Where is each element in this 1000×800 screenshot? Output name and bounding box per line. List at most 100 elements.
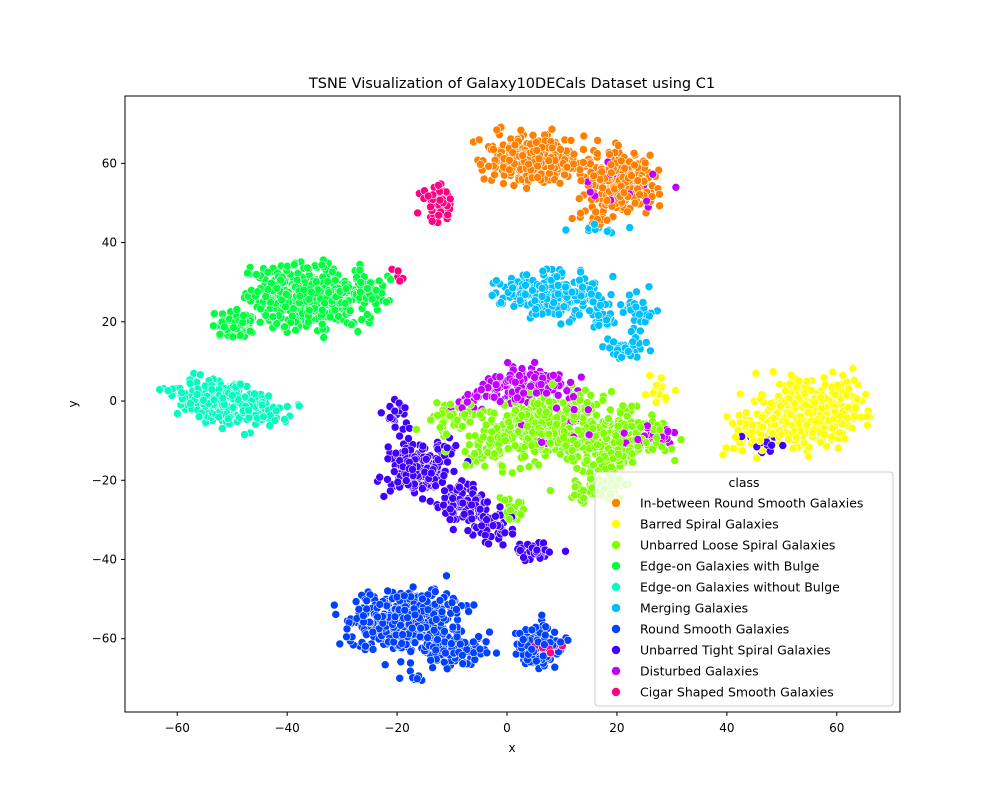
scatter-point — [515, 371, 524, 380]
scatter-point — [495, 372, 505, 382]
y-tick-label: 20 — [102, 315, 117, 329]
scatter-point — [325, 312, 335, 322]
chart-title: TSNE Visualization of Galaxy10DECals Dat… — [308, 76, 715, 92]
scatter-point — [833, 380, 842, 390]
legend-label: Cigar Shaped Smooth Galaxies — [640, 685, 834, 700]
scatter-point — [392, 592, 402, 602]
scatter-point — [851, 403, 860, 412]
scatter-point — [437, 607, 447, 617]
scatter-point — [641, 390, 650, 400]
legend-item: Round Smooth Galaxies — [611, 622, 789, 637]
scatter-point — [757, 413, 767, 422]
scatter-point — [827, 423, 837, 433]
scatter-point — [374, 276, 384, 286]
scatter-point — [585, 187, 595, 197]
scatter-point — [489, 392, 499, 402]
scatter-point — [655, 189, 664, 199]
scatter-point — [508, 283, 517, 293]
scatter-point — [618, 308, 628, 317]
scatter-point — [735, 389, 745, 399]
scatter-point — [210, 309, 219, 319]
scatter-point — [223, 414, 233, 424]
scatter-point — [423, 191, 433, 201]
scatter-point — [423, 605, 433, 615]
scatter-point — [537, 610, 547, 620]
scatter-point — [531, 656, 541, 666]
scatter-point — [389, 637, 399, 647]
scatter-point — [475, 504, 485, 514]
scatter-point — [835, 428, 845, 438]
scatter-point — [838, 370, 848, 380]
x-tick-label: −40 — [274, 721, 299, 735]
scatter-point — [504, 514, 514, 524]
scatter-point — [487, 415, 497, 425]
scatter-point — [467, 514, 477, 524]
scatter-point — [479, 174, 489, 184]
scatter-point — [606, 160, 616, 170]
scatter-point — [538, 651, 548, 661]
scatter-point — [530, 358, 540, 367]
scatter-point — [642, 196, 651, 206]
scatter-point — [451, 441, 461, 450]
scatter-point — [425, 496, 435, 506]
scatter-point — [311, 277, 321, 286]
scatter-point — [802, 420, 812, 430]
scatter-point — [460, 447, 470, 456]
legend-item: In-between Round Smooth Galaxies — [611, 496, 863, 511]
scatter-point — [435, 596, 445, 605]
scatter-point — [843, 402, 853, 412]
scatter-point — [576, 372, 586, 382]
scatter-point — [475, 644, 485, 654]
scatter-point — [742, 408, 751, 417]
scatter-point — [207, 385, 217, 394]
scatter-point — [676, 435, 686, 444]
scatter-point — [559, 302, 569, 312]
scatter-point — [550, 662, 560, 672]
scatter-point — [418, 494, 427, 504]
scatter-point — [428, 663, 437, 672]
scatter-point — [317, 260, 327, 270]
scatter-point — [582, 398, 592, 407]
scatter-point — [567, 287, 577, 297]
scatter-point — [265, 297, 275, 307]
scatter-point — [368, 645, 378, 654]
scatter-point — [670, 386, 680, 395]
scatter-point — [527, 644, 537, 654]
scatter-point — [627, 171, 636, 180]
y-tick-label: −60 — [92, 632, 117, 646]
scatter-point — [397, 639, 407, 648]
scatter-point — [816, 437, 826, 447]
scatter-point — [532, 545, 542, 555]
scatter-point — [564, 317, 574, 327]
scatter-point — [848, 364, 858, 373]
scatter-point — [541, 407, 551, 417]
scatter-point — [272, 319, 282, 328]
scatter-point — [458, 498, 468, 508]
scatter-point — [491, 380, 501, 390]
scatter-point — [229, 323, 238, 332]
scatter-point — [209, 321, 218, 331]
scatter-point — [331, 610, 341, 619]
scatter-point — [547, 125, 557, 134]
scatter-point — [263, 267, 273, 277]
scatter-point — [611, 431, 621, 441]
legend-label: Unbarred Tight Spiral Galaxies — [640, 643, 831, 658]
scatter-point — [520, 452, 530, 461]
scatter-point — [294, 401, 304, 411]
scatter-point — [544, 429, 554, 439]
scatter-point — [567, 214, 577, 223]
scatter-point — [462, 397, 472, 407]
scatter-point — [585, 306, 594, 316]
scatter-point — [458, 659, 468, 669]
scatter-point — [503, 358, 513, 367]
scatter-point — [482, 648, 492, 658]
legend-item: Cigar Shaped Smooth Galaxies — [611, 685, 834, 700]
scatter-point — [533, 399, 543, 409]
scatter-point — [495, 397, 505, 406]
scatter-point — [399, 591, 409, 601]
scatter-point — [755, 394, 765, 404]
y-tick-label: 40 — [102, 236, 117, 250]
scatter-point — [173, 409, 182, 418]
scatter-point — [487, 427, 497, 437]
scatter-point — [258, 412, 268, 422]
